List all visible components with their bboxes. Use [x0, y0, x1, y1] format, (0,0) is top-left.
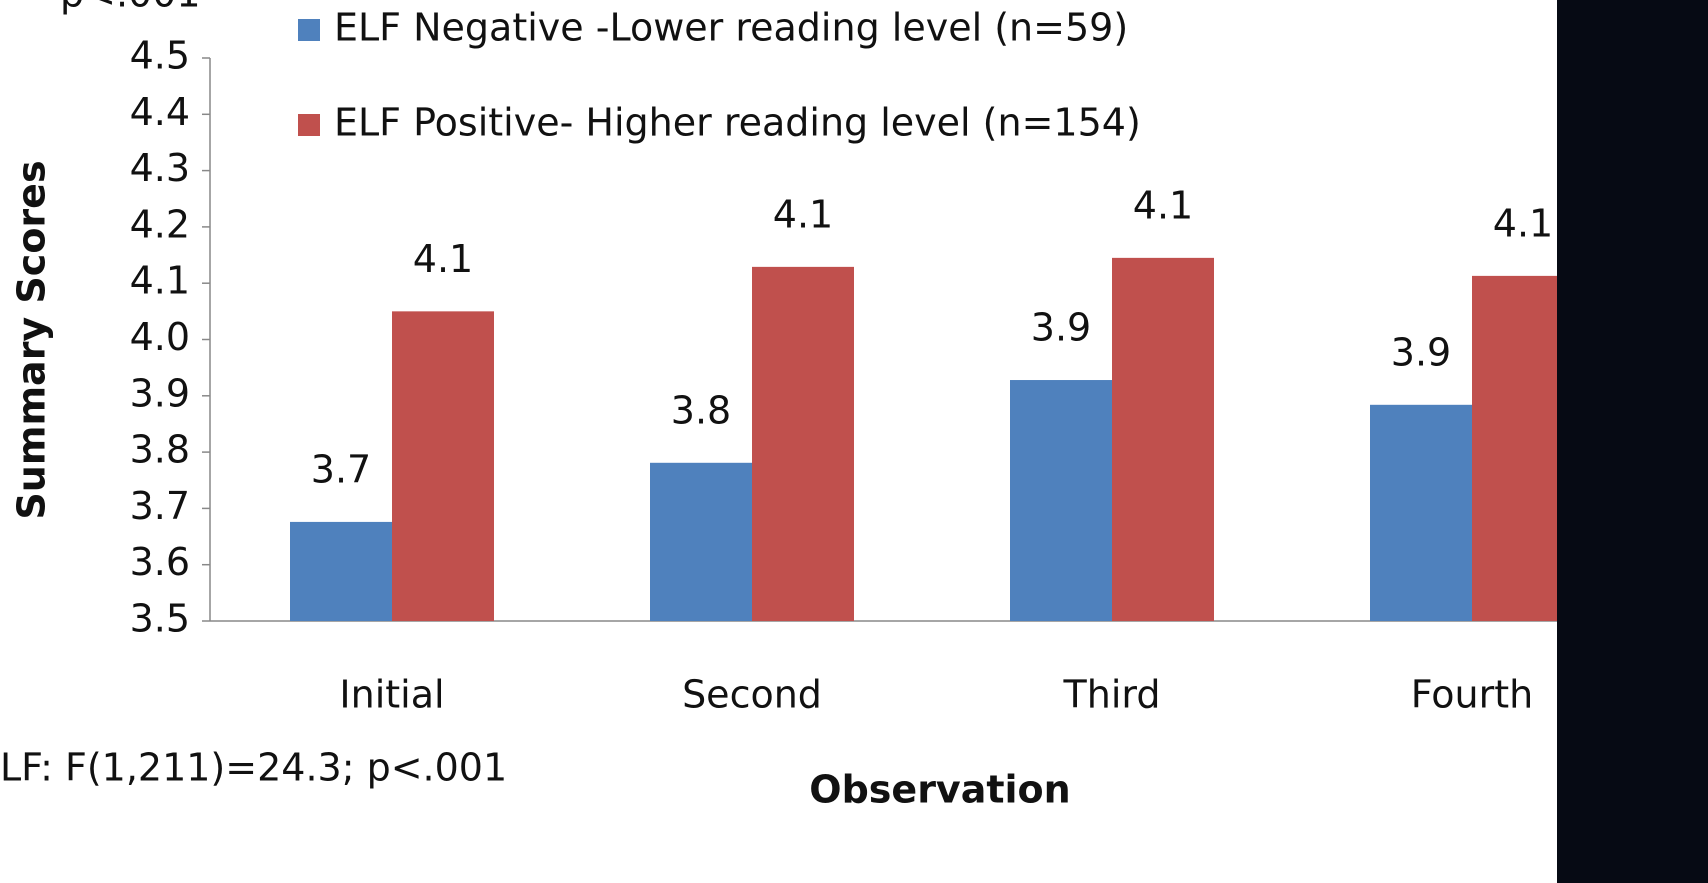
x-tick-label: Fourth [1411, 673, 1533, 717]
x-axis-title: Observation [809, 768, 1070, 812]
y-tick-label: 3.9 [130, 371, 190, 415]
legend-swatch [298, 114, 320, 136]
y-axis-title: Summary Scores [10, 160, 54, 519]
y-tick-label: 4.2 [130, 202, 190, 246]
data-label: 4.1 [413, 237, 473, 281]
y-tick-label: 4.4 [130, 90, 190, 134]
bar [1010, 380, 1112, 621]
y-tick-label: 3.8 [130, 428, 190, 472]
y-tick-label: 4.0 [130, 315, 190, 359]
y-tick-label: 3.5 [130, 597, 190, 641]
bar [1370, 404, 1472, 621]
data-label: 3.7 [311, 447, 371, 491]
x-tick-label: Initial [339, 673, 444, 717]
bar [290, 521, 392, 621]
x-tick-label: Third [1063, 673, 1161, 717]
y-tick-label: 3.6 [130, 540, 190, 584]
bar [650, 462, 752, 621]
data-label: 4.1 [1493, 201, 1553, 245]
data-label: 3.9 [1031, 306, 1091, 350]
x-tick-label: Second [682, 673, 822, 717]
footnote: LF: F(1,211)=24.3; p<.001 [0, 746, 507, 790]
bar [1112, 257, 1214, 621]
y-tick-label: 4.3 [130, 146, 190, 190]
legend-label: ELF Negative -Lower reading level (n=59) [334, 6, 1128, 50]
legend-swatch [298, 19, 320, 41]
y-tick-label: 4.5 [130, 34, 190, 78]
y-tick-label: 4.1 [130, 259, 190, 303]
data-label: 4.1 [1133, 183, 1193, 227]
dark-edge [1557, 0, 1708, 883]
data-label: 3.9 [1391, 330, 1451, 374]
legend-label: ELF Positive- Higher reading level (n=15… [334, 101, 1141, 145]
corner-note: p<.001 [60, 0, 201, 16]
data-label: 4.1 [773, 192, 833, 236]
bar [752, 266, 854, 621]
y-tick-label: 3.7 [130, 484, 190, 528]
data-label: 3.8 [671, 388, 731, 432]
bar [392, 311, 494, 621]
